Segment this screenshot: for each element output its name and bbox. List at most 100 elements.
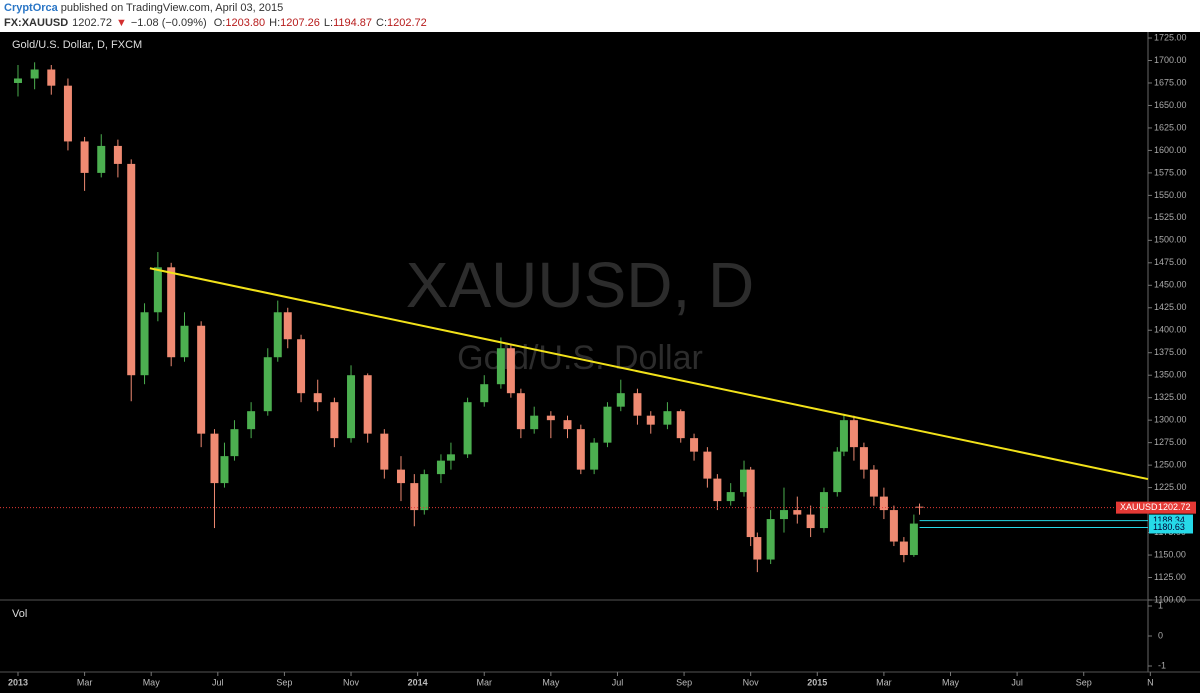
candle-body [833,451,842,493]
candle-body [220,456,229,484]
candle-body [899,541,908,556]
candle-body [480,384,489,403]
vol-title: Vol [12,608,27,620]
candle-body [879,496,888,511]
x-tick-label: N [1147,677,1154,687]
y-tick-label: 1375.00 [1154,347,1187,357]
candle-body [663,411,672,425]
y-tick-label: 1100.00 [1154,594,1186,604]
candle-body [869,469,878,497]
x-tick-label: 2015 [807,677,827,687]
y-tick-label: 1600.00 [1154,145,1187,155]
candle-body [283,312,292,340]
author[interactable]: CryptOrca [4,2,58,14]
candle-body [496,348,505,385]
chart: XAUUSD, D Gold/U.S. Dollar Gold/U.S. Dol… [0,32,1200,693]
candle-body [210,433,219,484]
legend-title: Gold/U.S. Dollar, D, FXCM [12,39,142,51]
candle-body [167,267,176,358]
y-tick-label: 1125.00 [1154,572,1186,582]
level-label: 1180.63 [1153,522,1185,532]
x-tick-label: Mar [876,677,892,687]
ohlc-label: L: [323,17,334,29]
last-price-label: 1202.72 [1158,502,1191,512]
y-tick-label: 1325.00 [1154,392,1187,402]
candle-body [703,451,712,479]
x-tick-label: Sep [276,677,292,687]
candle-body [80,141,89,173]
vol-tick-label: 0 [1158,630,1163,640]
level-tag [1149,521,1193,534]
quote-line: FX:XAUUSD 1202.72 ▼ −1.08 (−0.09%) O:1203.8… [4,17,435,29]
y-tick-label: 1350.00 [1154,370,1187,380]
last-price-name: XAUUSD [1120,502,1158,512]
watermark-name: Gold/U.S. Dollar [457,339,703,377]
candle-body [140,312,149,376]
candle-body [819,492,828,529]
candle-body [646,415,655,425]
candle-body [273,312,282,358]
x-tick-label: Mar [476,677,492,687]
candle-body [436,460,445,475]
candle-body [230,429,239,457]
candle-body [633,393,642,416]
x-tick-label: Jul [612,677,624,687]
y-tick-label: 1575.00 [1154,167,1187,177]
change: −1.08 (−0.09%) [130,17,207,29]
y-tick-label: 1725.00 [1154,32,1187,42]
candle-body [839,420,848,452]
publish-line: CryptOrca published on TradingView.com, A… [4,2,287,14]
last-price-tag [1116,501,1196,514]
x-tick-label: Sep [1076,677,1092,687]
candle-body [506,348,515,394]
y-tick-label: 1550.00 [1154,190,1187,200]
candle-body [849,420,858,448]
x-tick-label: Nov [343,677,360,687]
ohlc: O:1203.80 H:1207.26 L:1194.87 C:1202.72 [214,17,431,29]
candle-body [446,454,455,461]
x-tick-label: Mar [77,677,93,687]
candle-body [793,510,802,515]
y-tick-label: 1500.00 [1154,235,1187,245]
y-tick-label: 1275.00 [1154,437,1187,447]
level-label: 1188.34 [1153,515,1185,525]
y-tick-label: 1450.00 [1154,280,1187,290]
candle-body [180,325,189,358]
candle-body [616,393,625,407]
y-tick-label: 1400.00 [1154,325,1187,335]
trendline [149,267,1149,481]
x-tick-label: May [143,677,161,687]
ohlc-value: 1202.72 [387,17,427,29]
candle-body [313,393,322,403]
candle-body [779,510,788,520]
candle-body [746,469,755,538]
x-tick-label: Sep [676,677,692,687]
candle-body [13,78,22,83]
candle-body [676,411,685,439]
x-tick-label: May [542,677,560,687]
y-tick-label: 1425.00 [1154,302,1187,312]
candle-body [297,339,306,394]
candle-body [380,433,389,470]
candle-body [859,447,868,470]
ohlc-value: 1194.87 [333,17,373,29]
candle-body [263,357,272,412]
candle-body [530,415,539,430]
candle-body [740,469,749,493]
y-tick-label: 1650.00 [1154,100,1187,110]
candle-body [463,402,472,455]
y-tick-label: 1150.00 [1154,549,1186,559]
publish-info: published on TradingView.com, April 03, … [60,2,284,14]
candle-body [713,478,722,502]
y-tick-label: 1300.00 [1154,415,1187,425]
candle-body [247,411,256,430]
header: CryptOrca published on TradingView.com, A… [0,0,1200,32]
candle-body [563,420,572,430]
y-tick-label: 1250.00 [1154,460,1187,470]
x-tick-label: Jul [1011,677,1023,687]
ohlc-label: O: [213,17,226,29]
candle-body [410,483,419,511]
candle-body [420,474,429,511]
candle-body [753,537,762,560]
y-tick-label: 1700.00 [1154,55,1187,65]
